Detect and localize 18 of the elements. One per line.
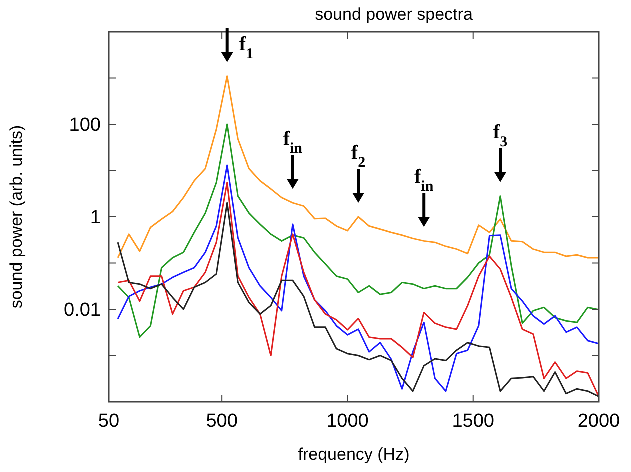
x-tick-label: 50 — [98, 411, 120, 432]
y-tick-label: 100 — [69, 115, 101, 136]
x-tick-label: 500 — [206, 411, 238, 432]
annotation: f$_{in}$ — [283, 128, 304, 158]
line-series — [117, 76, 599, 259]
y-axis-title: sound power (arb. units) — [7, 125, 26, 309]
x-tick-label: 1500 — [452, 411, 494, 432]
x-tick-label: 1000 — [326, 411, 369, 432]
annotation: f$_{3}$ — [493, 121, 508, 150]
y-tick-label: 1 — [90, 208, 101, 229]
annotation: f$_{1}$ — [239, 33, 254, 62]
line-series — [117, 124, 599, 338]
annotation: f$_{in}$ — [414, 166, 434, 196]
x-axis-title: frequency (Hz) — [298, 445, 410, 464]
x-tick-label: 2000 — [578, 411, 620, 432]
annotation: f$_{2}$ — [351, 142, 366, 171]
chart-title: sound power spectra — [315, 5, 474, 24]
y-tick-label: 0.01 — [64, 300, 101, 322]
